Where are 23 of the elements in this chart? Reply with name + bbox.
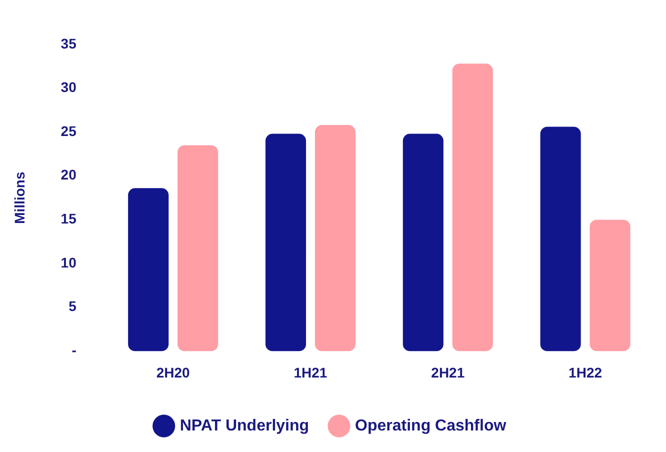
bar <box>265 134 306 352</box>
bar <box>590 220 630 352</box>
bar <box>178 145 218 352</box>
bar <box>402 134 444 352</box>
bar <box>452 64 493 352</box>
x-tick-label: 2H20 <box>156 364 190 380</box>
y-tick-label: 25 <box>60 122 77 139</box>
y-axis-title: Millions <box>11 172 28 224</box>
legend-label: Operating Cashflow <box>355 417 507 434</box>
y-tick-label: 35 <box>60 35 77 52</box>
x-tick-label: 1H21 <box>294 364 328 380</box>
y-tick-label: 30 <box>60 79 77 96</box>
y-tick-label: 15 <box>60 210 77 227</box>
bar <box>314 125 356 352</box>
y-tick-label: - <box>72 342 77 358</box>
x-tick-label: 1H22 <box>568 364 602 380</box>
y-tick-label: 10 <box>60 254 77 270</box>
y-tick-label: 20 <box>60 166 77 183</box>
bar <box>128 188 169 352</box>
legend-label: NPAT Underlying <box>180 417 310 434</box>
bar <box>540 126 581 352</box>
y-tick-label: 5 <box>68 298 77 314</box>
x-tick-label: 2H21 <box>431 364 465 380</box>
